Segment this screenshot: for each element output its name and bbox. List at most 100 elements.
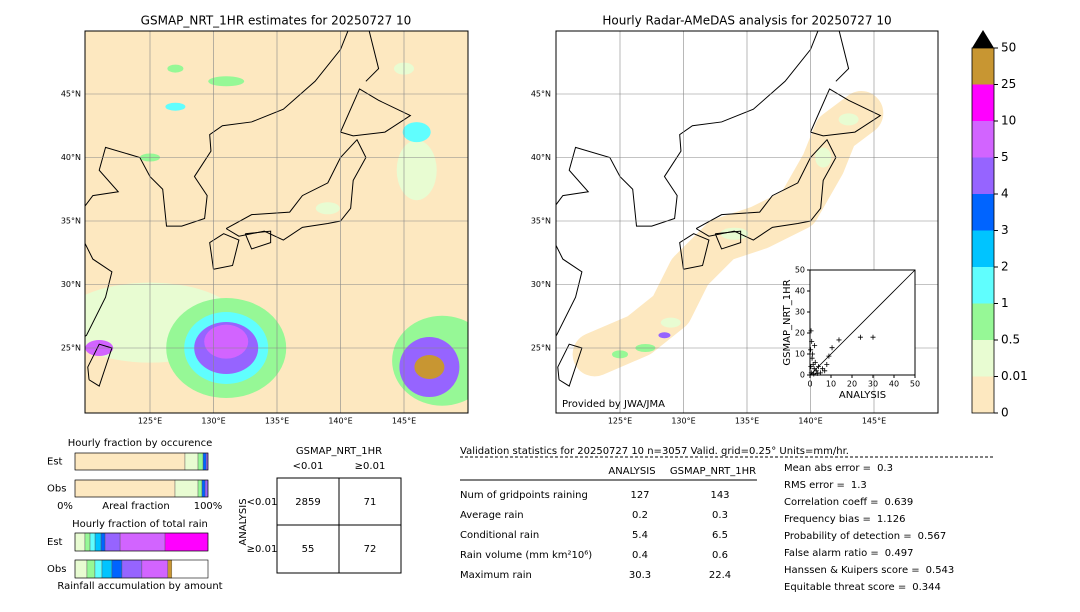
score-label: False alarm ratio = xyxy=(784,548,879,559)
point xyxy=(812,343,818,349)
point xyxy=(810,351,816,357)
lon-label: 140°E xyxy=(798,417,822,426)
lat-label: 45°N xyxy=(531,90,551,99)
y-axis-label: GSMAP_NRT_1HR xyxy=(782,279,793,365)
lat-label: 40°N xyxy=(531,153,551,162)
bar-frame xyxy=(74,479,209,498)
stat-value: 22.4 xyxy=(709,570,731,581)
x-tick-label: 0 xyxy=(807,380,812,389)
bar-frame xyxy=(74,559,209,579)
rain-area xyxy=(208,76,245,87)
colorbar-segment xyxy=(972,230,994,267)
stat-value: 30.3 xyxy=(629,570,651,581)
stat-label: Rain volume (mm km²10⁶) xyxy=(460,550,592,561)
rain-area xyxy=(658,332,671,339)
score-value: 0.567 xyxy=(918,531,947,542)
bar-segment xyxy=(119,532,166,552)
coastline xyxy=(85,31,349,227)
bar-segment xyxy=(74,452,186,471)
bar-segment xyxy=(74,559,88,579)
bar-segment xyxy=(197,479,203,498)
x-tick-label: 20 xyxy=(847,380,857,389)
point xyxy=(811,371,817,377)
point xyxy=(857,334,863,340)
score-label: Equitable threat score = xyxy=(784,582,906,593)
estimate-map xyxy=(85,31,468,413)
table-title: GSMAP_NRT_1HR xyxy=(296,446,382,457)
colorbar-label: 0 xyxy=(1001,406,1009,420)
bar-segment xyxy=(202,452,207,471)
score: Frequency bias = 1.126 xyxy=(784,514,906,525)
score-value: 1.126 xyxy=(877,514,906,525)
map-title: GSMAP_NRT_1HR estimates for 20250727 10 xyxy=(141,14,412,28)
bar-segment xyxy=(86,559,96,579)
bar-segment xyxy=(197,452,204,471)
axis-label: 0% xyxy=(57,501,73,512)
lon-label: 135°E xyxy=(735,417,759,426)
x-tick-label: 30 xyxy=(868,380,878,389)
map-frame xyxy=(555,30,939,414)
lat-label: 30°N xyxy=(531,280,551,289)
bar-segment xyxy=(94,532,102,552)
cell: 55 xyxy=(302,544,315,555)
colorbar-segment xyxy=(972,84,994,121)
x-tick-label: 50 xyxy=(910,380,920,389)
point xyxy=(814,370,820,376)
colorbar-segment xyxy=(972,303,994,340)
lat-label: 30°N xyxy=(61,280,81,289)
column-label: <0.01 xyxy=(293,461,324,472)
score: Hanssen & Kuipers score = 0.543 xyxy=(784,565,954,576)
point xyxy=(811,366,817,372)
lon-label: 130°E xyxy=(201,417,225,426)
map-frame xyxy=(84,30,469,414)
coastline xyxy=(365,31,380,82)
row-label: <0.01 xyxy=(247,497,278,508)
lon-label: 125°E xyxy=(608,417,632,426)
coastline xyxy=(810,88,882,137)
bar-segment xyxy=(74,532,86,552)
point xyxy=(813,368,819,374)
stat-value: 127 xyxy=(630,490,649,501)
score: Correlation coeff = 0.639 xyxy=(784,497,913,508)
lon-label: 145°E xyxy=(862,417,886,426)
point xyxy=(809,338,815,344)
score-label: Frequency bias = xyxy=(784,514,871,525)
rain-area xyxy=(720,227,749,240)
diagonal xyxy=(809,269,916,376)
bar-segment xyxy=(84,532,91,552)
axis-label: 100% xyxy=(194,501,223,512)
score-value: 0.543 xyxy=(926,565,955,576)
coastline xyxy=(87,343,113,387)
stat-value: 5.4 xyxy=(632,530,648,541)
panel-footer: Rainfall accumulation by amount xyxy=(57,581,222,592)
row-label: Obs xyxy=(47,484,66,495)
point xyxy=(812,359,818,365)
colorbar-label: 3 xyxy=(1001,223,1009,237)
coastline xyxy=(557,343,583,387)
row-label: Est xyxy=(47,457,63,468)
panel-title: Hourly fraction by occurence xyxy=(68,438,212,449)
point xyxy=(818,370,823,376)
bar-segment xyxy=(201,479,206,498)
lat-label: 45°N xyxy=(61,90,81,99)
score: Equitable threat score = 0.344 xyxy=(784,582,941,593)
bar-segment xyxy=(89,532,96,552)
colorbar-segment xyxy=(972,267,994,304)
bar-segment xyxy=(101,559,113,579)
lat-label: 35°N xyxy=(61,217,81,226)
axis-label: Areal fraction xyxy=(102,501,169,512)
bar-segment xyxy=(204,479,209,498)
y-tick-label: 30 xyxy=(795,308,805,317)
bar-segment xyxy=(174,479,199,498)
bar-frame xyxy=(74,452,209,471)
colorbar-segment xyxy=(972,48,994,85)
stat-label: Average rain xyxy=(460,510,524,521)
score-value: 0.344 xyxy=(912,582,941,593)
colorbar-label: 10 xyxy=(1001,114,1016,128)
colorbar-label: 5 xyxy=(1001,150,1009,164)
bar-segment xyxy=(111,559,123,579)
colorbar-label: 0.01 xyxy=(1001,369,1028,383)
rain-area xyxy=(414,355,445,380)
y-tick-label: 10 xyxy=(795,350,805,359)
